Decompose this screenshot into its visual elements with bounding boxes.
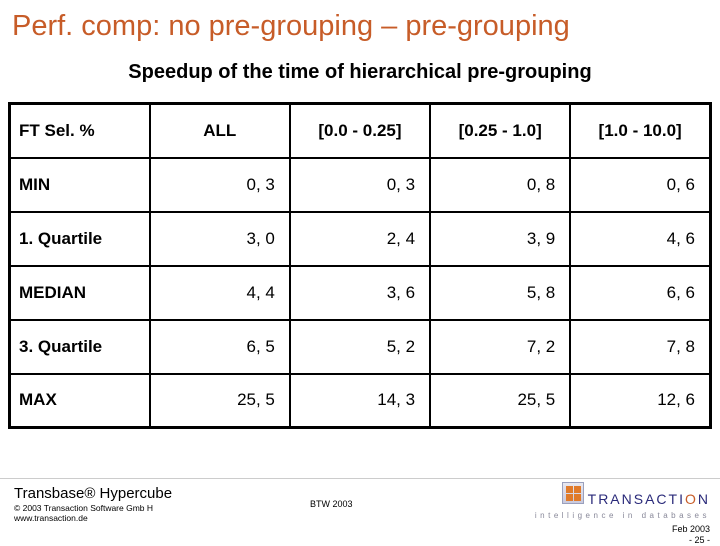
cell: 0, 3 (290, 158, 430, 212)
slide-title: Perf. comp: no pre-grouping – pre-groupi… (0, 0, 720, 47)
cell: 0, 6 (570, 158, 710, 212)
cell: 5, 2 (290, 320, 430, 374)
footer-left: Transbase® Hypercube © 2003 Transaction … (14, 485, 172, 524)
logo-text-accent: O (685, 491, 698, 507)
cell: 5, 8 (430, 266, 570, 320)
cell: 3, 6 (290, 266, 430, 320)
col-header-1: ALL (150, 104, 290, 158)
col-header-4: [1.0 - 10.0] (570, 104, 710, 158)
footer: Transbase® Hypercube © 2003 Transaction … (0, 478, 720, 540)
cell: 12, 6 (570, 374, 710, 428)
cell: 25, 5 (150, 374, 290, 428)
logo-text-main: TRANSACTI (588, 491, 685, 507)
table-header-row: FT Sel. % ALL [0.0 - 0.25] [0.25 - 1.0] … (10, 104, 711, 158)
date-page: Feb 2003 - 25 - (535, 524, 710, 546)
cell: 4, 4 (150, 266, 290, 320)
cell: 14, 3 (290, 374, 430, 428)
cell: 2, 4 (290, 212, 430, 266)
row-label: MIN (10, 158, 150, 212)
row-label: 3. Quartile (10, 320, 150, 374)
cell: 6, 6 (570, 266, 710, 320)
logo-text-tail: N (698, 491, 710, 507)
table-row: MAX 25, 5 14, 3 25, 5 12, 6 (10, 374, 711, 428)
cell: 7, 2 (430, 320, 570, 374)
table-row: MIN 0, 3 0, 3 0, 8 0, 6 (10, 158, 711, 212)
col-header-3: [0.25 - 1.0] (430, 104, 570, 158)
cell: 0, 3 (150, 158, 290, 212)
logo-text: TRANSACTION (588, 491, 710, 507)
row-label: 1. Quartile (10, 212, 150, 266)
company-logo: TRANSACTION (562, 482, 710, 507)
table-row: MEDIAN 4, 4 3, 6 5, 8 6, 6 (10, 266, 711, 320)
table-container: FT Sel. % ALL [0.0 - 0.25] [0.25 - 1.0] … (0, 102, 720, 429)
cell: 4, 6 (570, 212, 710, 266)
copyright: © 2003 Transaction Software Gmb H www.tr… (14, 504, 172, 524)
col-header-0: FT Sel. % (10, 104, 150, 158)
footer-center: BTW 2003 (310, 499, 353, 509)
logo-tagline: intelligence in databases (535, 511, 710, 520)
row-label: MEDIAN (10, 266, 150, 320)
footer-date: Feb 2003 (535, 524, 710, 535)
cell: 3, 0 (150, 212, 290, 266)
speedup-table: FT Sel. % ALL [0.0 - 0.25] [0.25 - 1.0] … (8, 102, 712, 429)
copyright-line2: www.transaction.de (14, 514, 172, 524)
product-name: Transbase® Hypercube (14, 485, 172, 502)
table-body: MIN 0, 3 0, 3 0, 8 0, 6 1. Quartile 3, 0… (10, 158, 711, 428)
cell: 7, 8 (570, 320, 710, 374)
cell: 25, 5 (430, 374, 570, 428)
logo-icon (562, 482, 584, 504)
row-label: MAX (10, 374, 150, 428)
cell: 0, 8 (430, 158, 570, 212)
cell: 6, 5 (150, 320, 290, 374)
table-row: 3. Quartile 6, 5 5, 2 7, 2 7, 8 (10, 320, 711, 374)
slide-subtitle: Speedup of the time of hierarchical pre-… (0, 47, 720, 102)
footer-page: - 25 - (535, 535, 710, 546)
col-header-2: [0.0 - 0.25] (290, 104, 430, 158)
cell: 3, 9 (430, 212, 570, 266)
table-row: 1. Quartile 3, 0 2, 4 3, 9 4, 6 (10, 212, 711, 266)
footer-right: TRANSACTION intelligence in databases Fe… (535, 482, 710, 546)
